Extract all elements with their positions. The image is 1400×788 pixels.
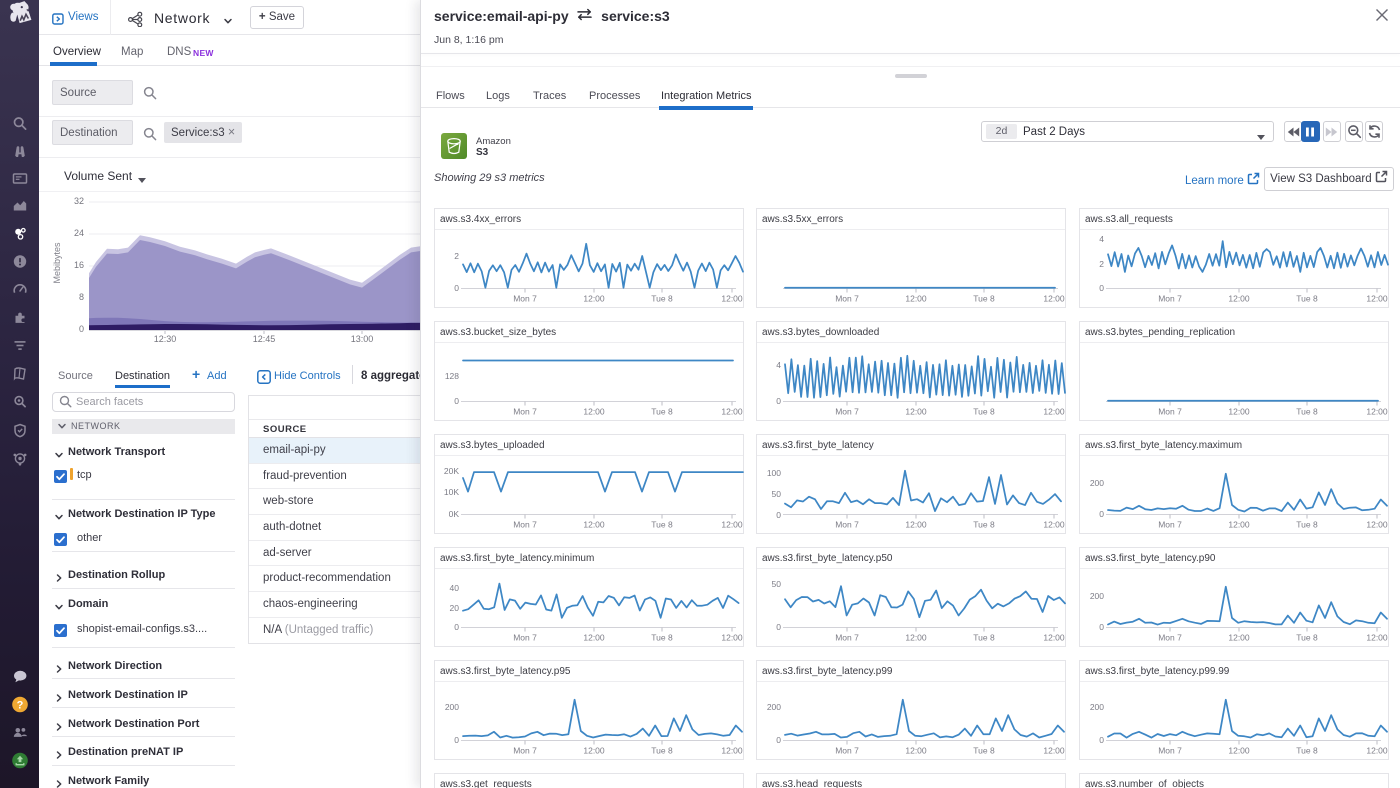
svg-text:12:00: 12:00	[1366, 294, 1388, 304]
svg-text:Mon 7: Mon 7	[835, 294, 859, 304]
svg-text:Tue 8: Tue 8	[973, 294, 995, 304]
svg-text:4: 4	[1099, 234, 1104, 244]
svg-text:12:00: 12:00	[721, 294, 743, 304]
svg-text:Tue 8: Tue 8	[1296, 520, 1318, 530]
svg-text:0: 0	[776, 396, 781, 406]
svg-text:12:00: 12:00	[1366, 407, 1388, 417]
svg-text:Mon 7: Mon 7	[835, 520, 859, 530]
svg-text:Mon 7: Mon 7	[1158, 294, 1182, 304]
svg-text:12:00: 12:00	[905, 294, 927, 304]
svg-text:2: 2	[1099, 259, 1104, 269]
svg-text:0: 0	[454, 396, 459, 406]
svg-text:Mon 7: Mon 7	[1158, 633, 1182, 643]
svg-text:12:00: 12:00	[1228, 633, 1250, 643]
svg-text:Mon 7: Mon 7	[513, 746, 537, 756]
svg-text:0: 0	[454, 283, 459, 293]
svg-text:0: 0	[1099, 283, 1104, 293]
svg-text:12:00: 12:00	[905, 746, 927, 756]
svg-text:2: 2	[454, 251, 459, 261]
svg-text:Tue 8: Tue 8	[1296, 633, 1318, 643]
svg-text:12:00: 12:00	[721, 746, 743, 756]
svg-text:Mon 7: Mon 7	[513, 407, 537, 417]
svg-text:0: 0	[1099, 622, 1104, 632]
svg-text:Mon 7: Mon 7	[1158, 520, 1182, 530]
svg-text:0: 0	[1099, 509, 1104, 519]
svg-text:10K: 10K	[444, 487, 459, 497]
svg-text:?: ?	[16, 700, 23, 712]
svg-text:12:00: 12:00	[1043, 633, 1065, 643]
svg-text:12:00: 12:00	[721, 520, 743, 530]
svg-text:12:00: 12:00	[905, 407, 927, 417]
svg-text:50: 50	[772, 579, 782, 589]
svg-text:12:00: 12:00	[583, 407, 605, 417]
svg-text:Tue 8: Tue 8	[1296, 294, 1318, 304]
svg-text:100: 100	[767, 468, 781, 478]
svg-text:Tue 8: Tue 8	[651, 520, 673, 530]
svg-text:Mon 7: Mon 7	[835, 633, 859, 643]
svg-text:Mon 7: Mon 7	[513, 520, 537, 530]
svg-text:12:00: 12:00	[583, 633, 605, 643]
svg-text:12:00: 12:00	[1366, 520, 1388, 530]
svg-text:Tue 8: Tue 8	[973, 407, 995, 417]
svg-text:12:00: 12:00	[583, 294, 605, 304]
svg-text:0: 0	[776, 622, 781, 632]
svg-text:Tue 8: Tue 8	[651, 407, 673, 417]
svg-text:12:00: 12:00	[1228, 520, 1250, 530]
svg-text:12:00: 12:00	[1228, 407, 1250, 417]
svg-text:Tue 8: Tue 8	[651, 746, 673, 756]
svg-text:12:00: 12:00	[905, 520, 927, 530]
svg-text:12:00: 12:00	[583, 746, 605, 756]
svg-text:12:00: 12:00	[1043, 294, 1065, 304]
svg-text:40: 40	[450, 583, 460, 593]
svg-text:12:00: 12:00	[1043, 746, 1065, 756]
svg-text:0: 0	[776, 735, 781, 745]
svg-text:12:00: 12:00	[583, 520, 605, 530]
svg-text:Tue 8: Tue 8	[973, 633, 995, 643]
svg-text:4: 4	[776, 360, 781, 370]
svg-text:0: 0	[1099, 735, 1104, 745]
svg-text:Mon 7: Mon 7	[1158, 746, 1182, 756]
svg-text:12:00: 12:00	[1366, 746, 1388, 756]
svg-text:Tue 8: Tue 8	[1296, 746, 1318, 756]
svg-text:20K: 20K	[444, 466, 459, 476]
svg-text:12:00: 12:00	[1043, 407, 1065, 417]
svg-text:200: 200	[1090, 591, 1104, 601]
svg-text:0: 0	[776, 510, 781, 520]
svg-text:Tue 8: Tue 8	[651, 294, 673, 304]
svg-text:12:00: 12:00	[1043, 520, 1065, 530]
svg-text:Mon 7: Mon 7	[513, 294, 537, 304]
svg-text:50: 50	[772, 489, 782, 499]
svg-text:12:00: 12:00	[721, 407, 743, 417]
svg-text:0K: 0K	[449, 509, 460, 519]
svg-text:128: 128	[445, 371, 459, 381]
svg-text:12:00: 12:00	[905, 633, 927, 643]
svg-text:Tue 8: Tue 8	[1296, 407, 1318, 417]
svg-text:Mon 7: Mon 7	[513, 633, 537, 643]
svg-text:Tue 8: Tue 8	[651, 633, 673, 643]
svg-text:200: 200	[767, 702, 781, 712]
svg-text:0: 0	[454, 735, 459, 745]
svg-text:12:00: 12:00	[1366, 633, 1388, 643]
svg-text:200: 200	[445, 702, 459, 712]
svg-text:Tue 8: Tue 8	[973, 520, 995, 530]
svg-text:12:00: 12:00	[721, 633, 743, 643]
svg-text:Mon 7: Mon 7	[1158, 407, 1182, 417]
svg-text:20: 20	[450, 603, 460, 613]
svg-text:200: 200	[1090, 702, 1104, 712]
svg-text:Tue 8: Tue 8	[973, 746, 995, 756]
svg-text:0: 0	[454, 622, 459, 632]
svg-text:12:00: 12:00	[1228, 294, 1250, 304]
svg-text:Mon 7: Mon 7	[835, 746, 859, 756]
svg-text:200: 200	[1090, 478, 1104, 488]
svg-text:12:00: 12:00	[1228, 746, 1250, 756]
svg-text:Mon 7: Mon 7	[835, 407, 859, 417]
